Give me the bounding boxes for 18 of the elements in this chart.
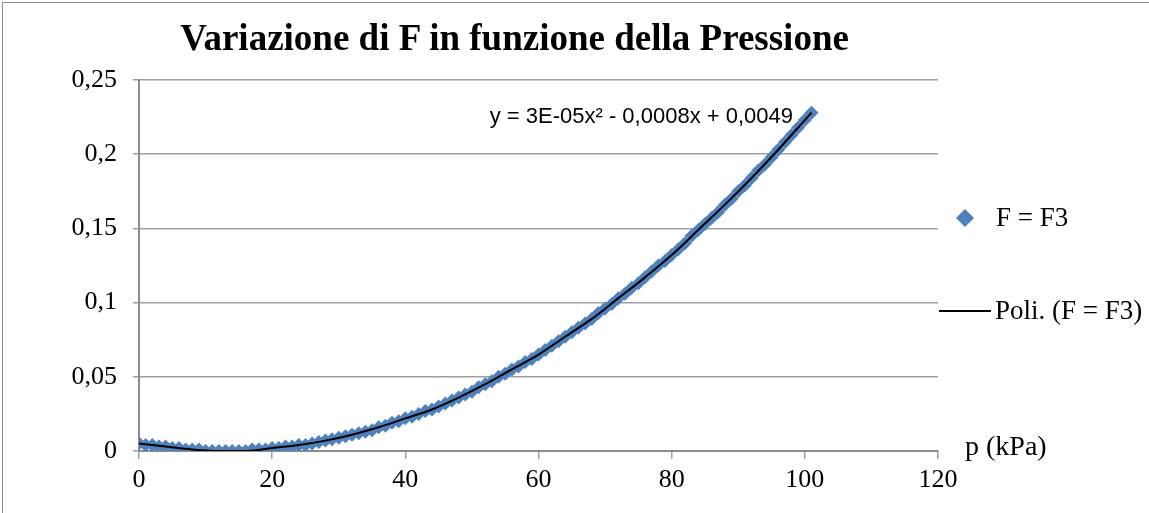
- x-tick-label: 0: [132, 464, 146, 494]
- x-tick-label: 120: [918, 464, 958, 494]
- y-tick-label: 0,15: [71, 212, 117, 242]
- y-tick-label: 0,2: [84, 138, 117, 168]
- x-tick-label: 60: [525, 464, 552, 494]
- chart-title: Variazione di F in funzione della Pressione: [180, 16, 849, 58]
- y-tick-label: 0,05: [71, 360, 117, 390]
- legend-label: Poli. (F = F3): [995, 295, 1143, 326]
- x-tick-label: 20: [259, 464, 286, 494]
- x-tick-label: 100: [785, 464, 825, 494]
- annotation: y = 3E-05x² - 0,0008x + 0,0049: [489, 103, 793, 129]
- x-axis-title: p (kPa): [965, 430, 1047, 462]
- y-tick-label: 0: [104, 434, 117, 464]
- x-tick-label: 40: [392, 464, 419, 494]
- y-tick-label: 0,1: [84, 286, 117, 316]
- legend-label: F = F3: [996, 202, 1069, 233]
- y-tick-label: 0,25: [71, 63, 117, 93]
- x-tick-label: 80: [658, 464, 685, 494]
